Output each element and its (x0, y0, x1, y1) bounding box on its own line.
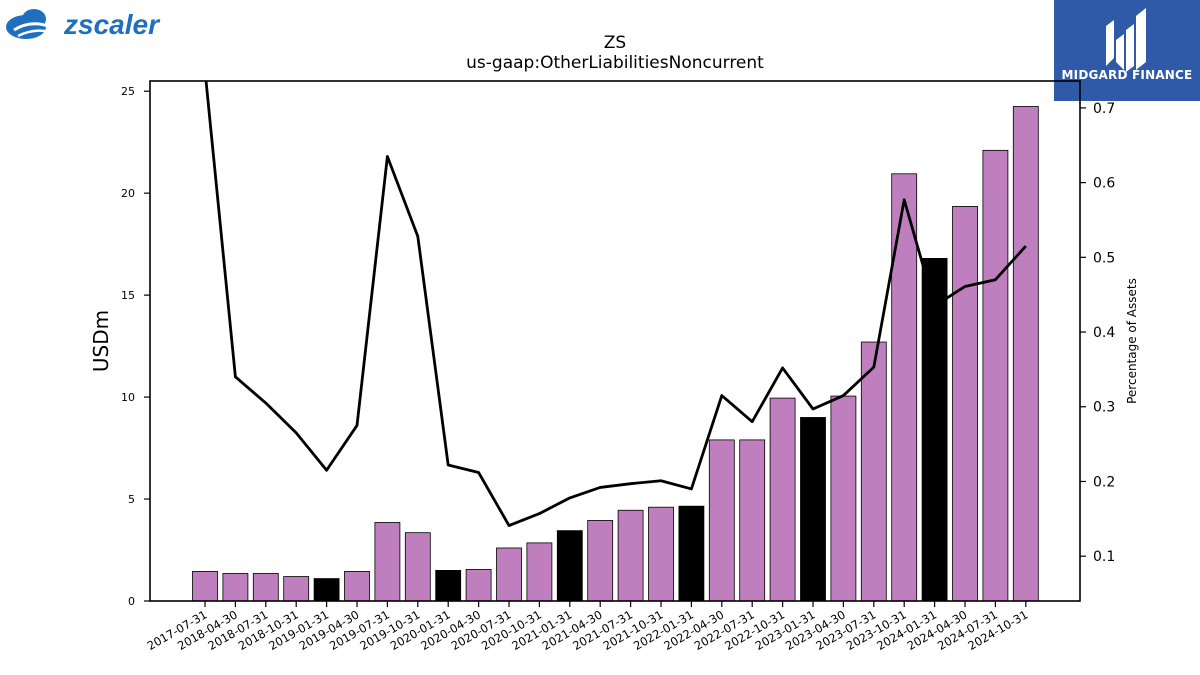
y-axis-label: USDm (89, 310, 113, 372)
left-axis: 0 5 10 15 20 25 (121, 85, 150, 608)
bar-2024-01-31 (921, 258, 948, 602)
plot-frame (149, 80, 1081, 602)
bar-2018-10-31 (283, 576, 310, 602)
right-axis: 0.1 0.2 0.3 0.4 0.5 0.6 0.7 (1080, 101, 1115, 565)
line-layer (204, 81, 1027, 527)
bar-2021-07-31 (617, 509, 644, 602)
bar-2019-01-31 (313, 578, 340, 602)
bar-2021-01-31 (556, 530, 583, 602)
y2-tick-label: 0.4 (1093, 325, 1115, 341)
y2-tick-label: 0.5 (1093, 250, 1115, 266)
bar-2020-01-31 (435, 570, 462, 602)
bar-2020-07-31 (496, 547, 522, 602)
y-tick-label: 5 (128, 493, 135, 506)
bar-2023-04-30 (830, 395, 857, 602)
midgard-emblem-icon (1106, 8, 1146, 72)
bar-2018-04-30 (222, 573, 249, 602)
bar-2019-07-31 (374, 522, 401, 602)
bar-2021-04-30 (587, 520, 614, 602)
y2-tick-label: 0.7 (1093, 101, 1115, 117)
chart-subtitle: us-gaap:OtherLiabilitiesNoncurrent (466, 53, 764, 73)
y-tick-label: 0 (128, 595, 135, 608)
bar-2024-07-31 (982, 149, 1009, 602)
bar-2020-10-31 (526, 542, 553, 602)
y-tick-label: 15 (121, 289, 135, 302)
bar-2023-01-31 (800, 417, 826, 602)
midgard-finance-wordmark: MIDGARD FINANCE (1061, 68, 1193, 82)
y-tick-label: 25 (121, 85, 135, 98)
bar-2020-04-30 (465, 568, 492, 602)
bar-2023-10-31 (891, 173, 918, 602)
zscaler-logo: zscaler (4, 4, 184, 44)
chart-title: ZS (604, 33, 626, 53)
y2-axis-label: Percentage of Assets (1125, 278, 1139, 404)
bar-2022-01-31 (678, 505, 705, 602)
bar-2017-07-31 (192, 571, 218, 602)
y2-tick-label: 0.6 (1093, 176, 1115, 192)
y-tick-label: 20 (121, 187, 135, 200)
bar-2024-10-31 (1012, 106, 1039, 602)
y2-tick-label: 0.1 (1093, 549, 1115, 565)
midgard-finance-logo: MIDGARD FINANCE (1054, 0, 1200, 101)
bar-2018-07-31 (252, 573, 279, 602)
y2-tick-label: 0.2 (1093, 474, 1115, 490)
bar-2022-04-30 (708, 439, 735, 602)
bar-2022-07-31 (739, 439, 766, 602)
cloud-icon (6, 9, 51, 39)
x-axis: 2017-07-312018-04-302018-07-312018-10-31… (145, 601, 1030, 653)
zscaler-wordmark: zscaler (63, 9, 161, 40)
bar-2021-10-31 (648, 506, 674, 602)
pct-assets-line (204, 81, 1027, 527)
bar-2019-04-30 (344, 571, 370, 602)
bar-2023-07-31 (860, 341, 887, 602)
bars-layer (192, 106, 1039, 602)
y2-tick-label: 0.3 (1093, 400, 1115, 416)
y-tick-label: 10 (121, 391, 135, 404)
bar-2022-10-31 (769, 397, 796, 602)
bar-2024-04-30 (952, 206, 978, 602)
bar-2019-10-31 (404, 532, 431, 602)
